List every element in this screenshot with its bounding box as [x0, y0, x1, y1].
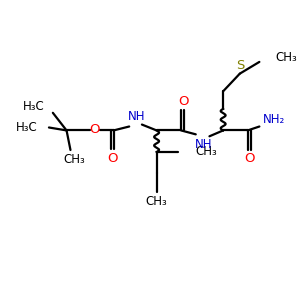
Text: CH₃: CH₃ [196, 146, 218, 158]
Text: O: O [244, 152, 255, 165]
Text: NH: NH [195, 138, 212, 151]
Text: S: S [237, 59, 245, 72]
Text: NH₂: NH₂ [263, 113, 285, 126]
Text: CH₃: CH₃ [146, 195, 167, 208]
Text: H₃C: H₃C [15, 121, 37, 134]
Text: O: O [90, 123, 100, 136]
Text: CH₃: CH₃ [64, 153, 85, 166]
Text: O: O [178, 94, 188, 108]
Text: O: O [107, 152, 118, 165]
Text: NH: NH [128, 110, 146, 123]
Text: CH₃: CH₃ [275, 50, 297, 64]
Text: H₃C: H₃C [23, 100, 45, 113]
